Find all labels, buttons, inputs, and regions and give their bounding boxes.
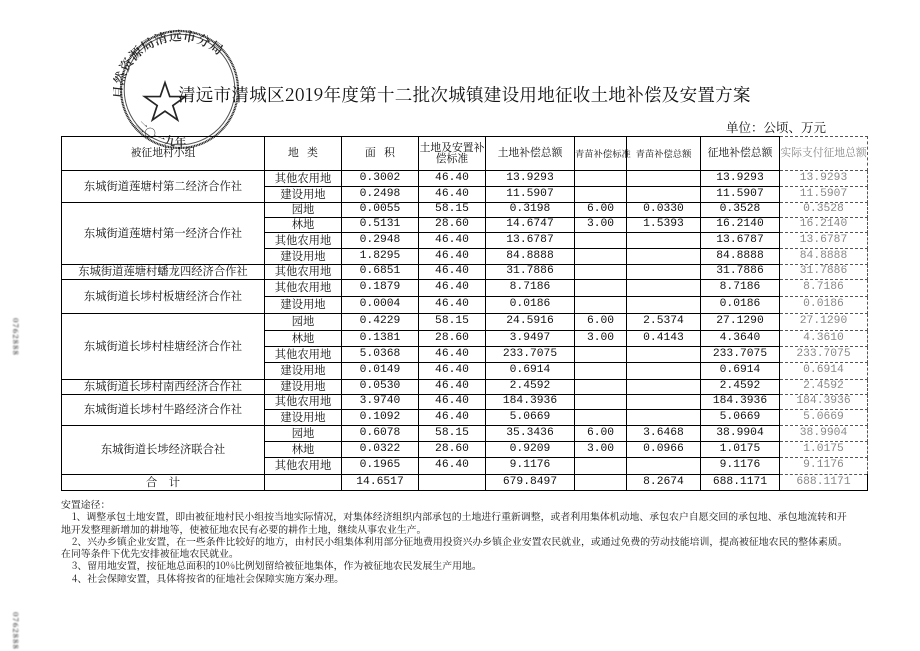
svg-text:自然资源局清远市分局: 自然资源局清远市分局 xyxy=(113,25,228,99)
